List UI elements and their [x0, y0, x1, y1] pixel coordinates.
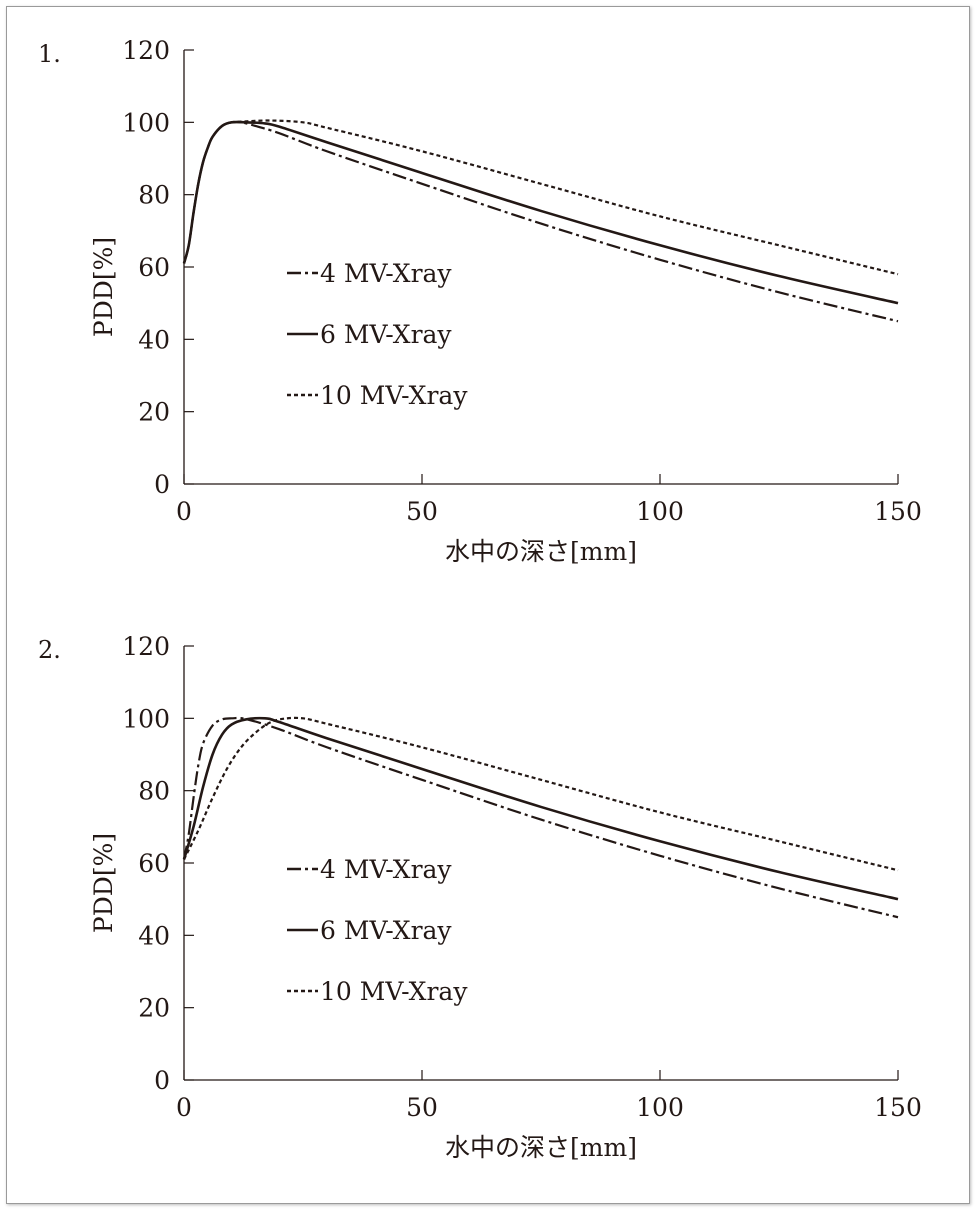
series-line-4-mv-xray — [182, 716, 899, 919]
chart-1: 1. 0 20 40 60 80 100 120 0 50 100 150 水中の深さ[mm] PDD[%… — [38, 36, 922, 566]
y-tick-label: 120 — [122, 36, 170, 65]
legend-label: 6 MV-Xray — [320, 916, 452, 945]
y-axis-label: PDD[%] — [89, 237, 118, 337]
x-axis-label: 水中の深さ[mm] — [445, 537, 637, 566]
legend-label: 6 MV-Xray — [320, 320, 452, 349]
series-line-10-mv-xray — [183, 716, 899, 872]
y-tick-label: 100 — [122, 704, 170, 733]
y-tick-label: 20 — [138, 398, 170, 427]
panel-label: 1. — [38, 40, 61, 68]
y-tick-label: 40 — [138, 921, 170, 950]
y-tick-label: 80 — [138, 181, 170, 210]
x-tick-label: 150 — [874, 1093, 922, 1122]
chart-2: 2. 0 20 40 60 80 100 120 0 50 100 150 水中の深さ[mm] PDD[%… — [38, 632, 922, 1162]
x-tick-label: 50 — [406, 1093, 438, 1122]
legend-label: 4 MV-Xray — [320, 259, 452, 288]
legend-label: 4 MV-Xray — [320, 855, 452, 884]
y-tick-label: 0 — [154, 1066, 170, 1095]
series-line-6-mv-xray — [182, 120, 899, 305]
x-tick-label: 150 — [874, 497, 922, 526]
series-line-6-mv-xray — [182, 716, 899, 901]
y-tick-label: 60 — [138, 849, 170, 878]
panel-label: 2. — [38, 636, 61, 664]
y-tick-label: 100 — [122, 108, 170, 137]
legend-label: 10 MV-Xray — [320, 977, 468, 1006]
y-tick-label: 60 — [138, 253, 170, 282]
y-tick-label: 120 — [122, 632, 170, 661]
series-line-4-mv-xray — [182, 120, 899, 323]
x-axis-label: 水中の深さ[mm] — [445, 1133, 637, 1162]
legend-label: 10 MV-Xray — [320, 381, 468, 410]
x-tick-label: 0 — [176, 497, 192, 526]
series-line-10-mv-xray — [182, 119, 899, 276]
y-tick-label: 40 — [138, 325, 170, 354]
y-tick-label: 80 — [138, 777, 170, 806]
y-tick-label: 20 — [138, 994, 170, 1023]
x-tick-label: 100 — [636, 1093, 684, 1122]
x-tick-label: 0 — [176, 1093, 192, 1122]
figure-frame — [6, 6, 970, 1204]
y-tick-label: 0 — [154, 470, 170, 499]
x-tick-label: 100 — [636, 497, 684, 526]
x-tick-label: 50 — [406, 497, 438, 526]
y-axis-label: PDD[%] — [89, 833, 118, 933]
